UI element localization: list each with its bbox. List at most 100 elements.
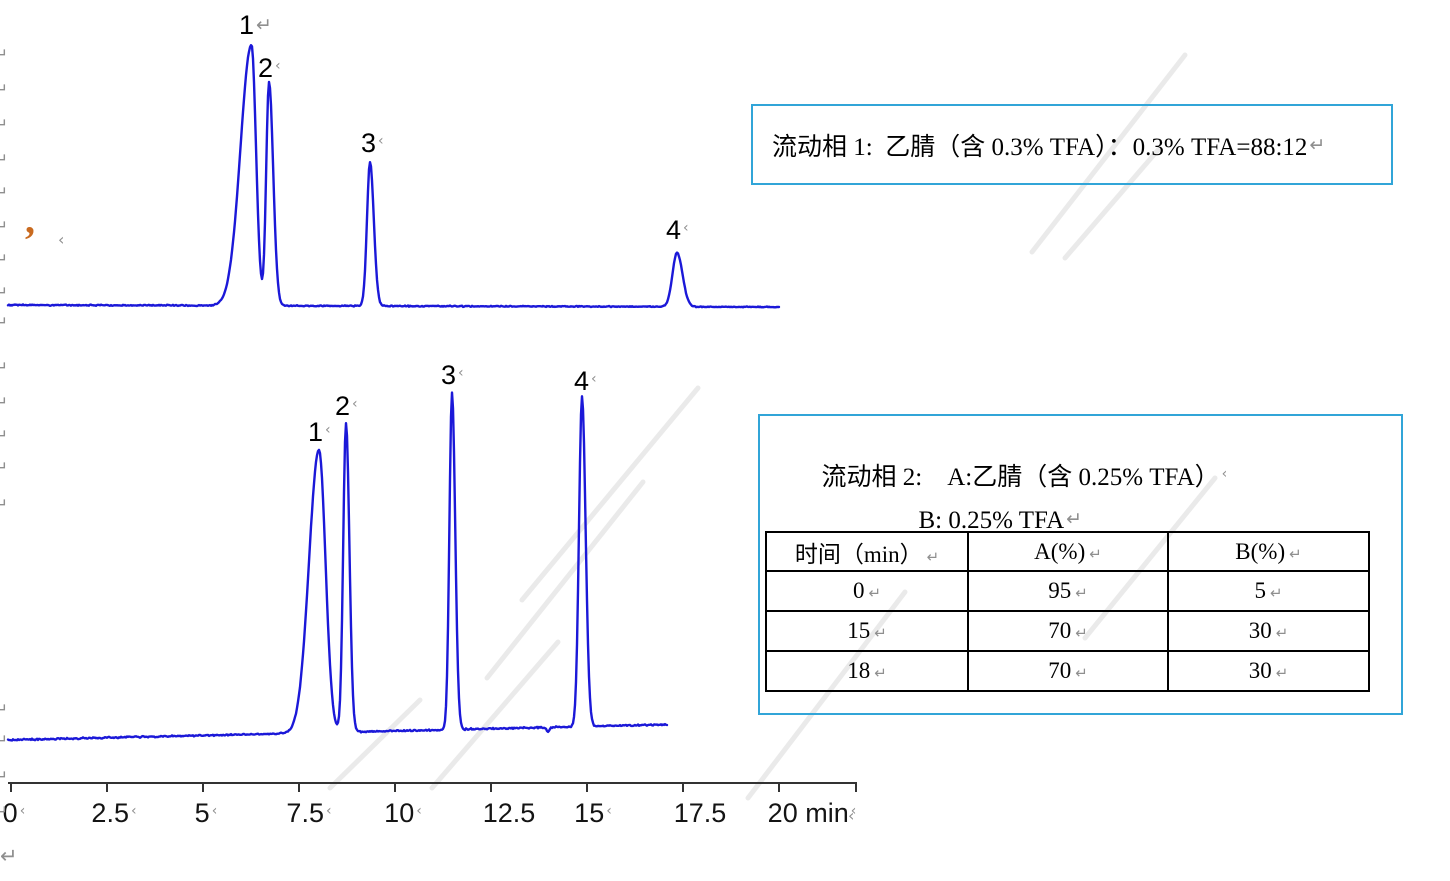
- return-mark-icon: ↵: [1275, 624, 1289, 642]
- watermark-stroke: [519, 385, 701, 603]
- return-mark-icon: ↵: [1275, 664, 1289, 682]
- return-mark-icon: ↵: [0, 426, 9, 446]
- watermark-stroke: [484, 479, 646, 681]
- axis-label-10: 10 ‹: [384, 798, 422, 828]
- return-mark-icon: ↵: [874, 624, 887, 642]
- top-peak-label-4: 4 ‹: [666, 215, 689, 245]
- bottom-peak-label-1: 1 ‹: [308, 417, 331, 447]
- small-break-mark-icon: ‹: [850, 803, 857, 819]
- mobile-phase-2-line-a-text: 流动相 2: A:乙腈（含 0.25% TFA）: [821, 464, 1220, 491]
- time-axis: [8, 782, 857, 792]
- axis-label-17.5: 17.5: [673, 798, 727, 828]
- gradient-table-cell: 15 ↵: [765, 610, 969, 652]
- axis-label-5: 5 ‹: [194, 798, 218, 828]
- watermark-stroke: [1029, 52, 1188, 255]
- return-mark-icon: ↵: [0, 183, 9, 203]
- chromatogram-mobile-phase-1: [6, 44, 781, 309]
- return-mark-icon: ↵: [1089, 544, 1102, 563]
- return-mark-icon: ↵: [1289, 544, 1302, 563]
- watermark-stroke: [429, 639, 561, 791]
- gradient-table-cell: 0 ↵: [765, 570, 969, 612]
- mobile-phase-2-line-b-text: B: 0.25% TFA: [918, 507, 1065, 534]
- mobile-phase-2-box: 流动相 2: A:乙腈（含 0.25% TFA） ‹ B: 0.25% TFA ↵ …: [758, 414, 1403, 715]
- return-mark-icon: ↵: [1309, 133, 1326, 156]
- return-mark-icon: ↵: [0, 358, 9, 378]
- return-mark-icon: ↵: [0, 250, 9, 270]
- gradient-table-header: 时间（min） ↵ A(%) ↵ B(%) ↵: [765, 531, 1370, 572]
- return-mark-icon: ↵: [1269, 584, 1283, 602]
- return-mark-icon: ↵: [1075, 584, 1088, 602]
- small-break-mark-icon: ‹: [848, 806, 855, 825]
- gradient-table-row: 18 ↵ 70 ↵ 30 ↵: [765, 650, 1370, 692]
- gradient-table-cell: 5 ↵: [1167, 570, 1370, 612]
- axis-label-2.5: 2.5 ‹: [91, 798, 137, 828]
- break-mark-icon: ‹: [378, 133, 384, 149]
- return-mark-icon: ↵: [1075, 624, 1088, 642]
- break-mark-icon: ‹: [458, 365, 464, 381]
- gradient-table-cell: 95 ↵: [967, 570, 1169, 612]
- gradient-table-cell: 70 ↵: [967, 610, 1169, 652]
- return-mark-icon: ↵: [0, 150, 9, 170]
- return-mark-icon: ↵: [0, 313, 9, 333]
- axis-label-12.5: 12.5: [482, 798, 536, 828]
- small-break-mark-icon: ‹: [19, 803, 26, 819]
- axis-label-0: 0 ‹: [2, 798, 26, 828]
- break-mark-icon: ↵: [256, 14, 272, 36]
- return-mark-icon: ↵: [868, 584, 882, 602]
- gradient-table: 时间（min） ↵ A(%) ↵ B(%) ↵ 0 ↵ 95 ↵ 5 ↵ 15 ↵ 70 ↵ 30 ↵ 18 ↵ 70…: [765, 531, 1370, 692]
- return-mark-icon: ↵: [0, 802, 9, 822]
- return-mark-icon: ↵: [874, 664, 887, 682]
- top-peak-label-3: 3 ‹: [361, 128, 384, 158]
- return-mark-icon: ↵: [0, 458, 9, 478]
- mobile-phase-2-line-b: B: 0.25% TFA ↵: [881, 479, 1083, 563]
- axis-label-20-min: 20 min ‹: [767, 798, 857, 828]
- break-mark-icon: ‹: [683, 220, 689, 236]
- return-mark-icon: ↵: [0, 495, 9, 515]
- break-mark-icon: ‹: [591, 371, 597, 387]
- return-mark-icon: ↵: [0, 767, 9, 787]
- mobile-phase-1-text: 流动相 1: 乙腈（含 0.3% TFA）：0.3% TFA=88:12: [772, 133, 1308, 161]
- return-mark-icon: ↵: [926, 547, 940, 566]
- gradient-table-body: 0 ↵ 95 ↵ 5 ↵ 15 ↵ 70 ↵ 30 ↵ 18 ↵ 70 ↵ 30 ↵: [765, 570, 1370, 692]
- orange-comma-artifact: ,: [25, 197, 35, 242]
- small-break-mark-icon: ‹: [130, 803, 137, 819]
- bottom-peak-label-3: 3 ‹: [441, 360, 464, 390]
- small-break-mark-icon: ‹: [1221, 466, 1228, 482]
- return-mark-icon: ↵: [0, 283, 9, 303]
- axis-label-15: 15 ‹: [574, 798, 612, 828]
- return-mark-icon: ↵: [0, 115, 9, 135]
- gradient-table-header-cell: B(%) ↵: [1167, 531, 1370, 572]
- bottom-peak-label-4: 4 ‹: [574, 366, 597, 396]
- break-mark-icon: ‹: [352, 396, 358, 412]
- break-mark-icon: ‹: [275, 58, 281, 74]
- small-break-mark-icon: ‹: [325, 803, 332, 819]
- small-break-mark-icon: ‹: [58, 230, 65, 249]
- chromatogram-mobile-phase-2: [6, 391, 669, 742]
- watermark-stroke: [1062, 147, 1161, 261]
- top-peak-label-1: 1 ↵: [239, 10, 272, 40]
- gradient-table-cell: 18 ↵: [765, 650, 969, 692]
- axis-label-7.5: 7.5 ‹: [286, 798, 332, 828]
- gradient-table-row: 0 ↵ 95 ↵ 5 ↵: [765, 570, 1370, 612]
- gradient-table-cell: 30 ↵: [1167, 610, 1370, 652]
- return-mark-icon: ↵: [0, 731, 9, 751]
- gradient-table-header-cell: A(%) ↵: [967, 531, 1169, 572]
- return-mark-icon: ↵: [1075, 664, 1088, 682]
- small-break-mark-icon: ‹: [211, 803, 218, 819]
- return-mark-icon: ↵: [0, 45, 9, 65]
- return-mark-icon: ↵: [0, 217, 9, 237]
- break-mark-icon: ‹: [325, 422, 331, 438]
- top-peak-label-2: 2 ‹: [258, 53, 281, 83]
- small-break-mark-icon: ‹: [416, 803, 422, 819]
- gradient-table-header-cell: 时间（min） ↵: [765, 531, 969, 572]
- return-mark-icon: ↵: [0, 80, 9, 100]
- return-mark-icon: ↵: [1066, 508, 1083, 530]
- gradient-table-cell: 30 ↵: [1167, 650, 1370, 692]
- watermark-stroke: [327, 697, 423, 791]
- chromatogram-traces: [6, 44, 781, 742]
- bottom-peak-label-2: 2 ‹: [335, 391, 358, 421]
- gradient-table-header-row: 时间（min） ↵ A(%) ↵ B(%) ↵: [765, 531, 1370, 572]
- return-mark-icon: ↵: [0, 393, 9, 413]
